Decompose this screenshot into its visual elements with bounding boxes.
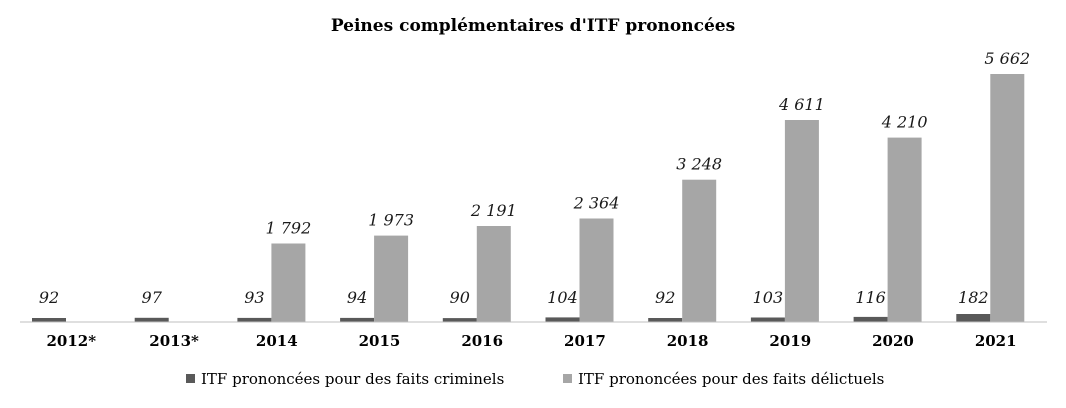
legend-swatch-criminels <box>186 374 195 383</box>
legend-swatch-delictuels <box>563 374 572 383</box>
bar-delictuels-2016 <box>476 226 511 322</box>
bar-criminels-2016 <box>442 318 477 322</box>
x-tick-label-2020: 2020 <box>872 332 914 350</box>
bar-criminels-2017 <box>545 317 580 322</box>
legend-label-criminels: ITF prononcées pour des faits criminels <box>201 370 504 388</box>
data-label-criminels-2017: 104 <box>547 288 578 307</box>
x-tick-label-2017: 2017 <box>564 332 606 350</box>
data-label-delictuels-2017: 2 364 <box>573 194 620 213</box>
x-axis-tick-labels: 2012* 2013* 2014 2015 2016 2017 2018 2019 2020 20… <box>47 332 1017 350</box>
data-label-delictuels-2020: 4 210 <box>881 113 928 132</box>
bar-criminels-2021 <box>956 314 991 322</box>
data-label-criminels-2019: 103 <box>753 288 784 307</box>
data-label-criminels-2016: 90 <box>450 288 470 307</box>
data-labels-group: 92 97 93 1 792 94 1 973 90 2 191 104 2 364 92 3 248… <box>39 49 1030 307</box>
data-label-criminels-2018: 92 <box>655 288 675 307</box>
bar-delictuels-2015 <box>374 235 409 322</box>
data-label-criminels-2013*: 97 <box>142 288 163 307</box>
bar-delictuels-2014 <box>271 243 306 322</box>
chart-title: Peines complémentaires d'ITF prononcées <box>331 16 735 36</box>
x-tick-label-2013*: 2013* <box>149 332 199 350</box>
data-label-criminels-2015: 94 <box>347 288 367 307</box>
bar-criminels-2018 <box>648 318 683 322</box>
bar-delictuels-2020 <box>887 137 922 322</box>
bar-delictuels-2019 <box>784 120 819 322</box>
legend: ITF prononcées pour des faits criminels I… <box>186 370 884 388</box>
data-label-delictuels-2016: 2 191 <box>470 201 517 220</box>
bar-criminels-2020 <box>853 316 888 322</box>
data-label-delictuels-2018: 3 248 <box>676 155 722 174</box>
data-label-delictuels-2014: 1 792 <box>265 219 311 238</box>
x-tick-label-2019: 2019 <box>769 332 811 350</box>
x-tick-label-2014: 2014 <box>256 332 298 350</box>
bar-criminels-2012* <box>32 318 66 322</box>
data-label-delictuels-2021: 5 662 <box>984 49 1030 68</box>
bar-delictuels-2021 <box>990 74 1025 322</box>
bars-group <box>32 74 1025 322</box>
x-tick-label-2021: 2021 <box>975 332 1017 350</box>
data-label-criminels-2014: 93 <box>244 288 264 307</box>
data-label-delictuels-2015: 1 973 <box>368 211 414 230</box>
legend-label-delictuels: ITF prononcées pour des faits délictuels <box>578 370 884 388</box>
bar-criminels-2013* <box>134 317 169 322</box>
bar-delictuels-2018 <box>682 179 717 322</box>
bar-delictuels-2017 <box>579 218 614 322</box>
bar-criminels-2014 <box>237 317 272 322</box>
data-label-criminels-2012*: 92 <box>39 288 59 307</box>
x-tick-label-2015: 2015 <box>359 332 401 350</box>
x-tick-label-2012*: 2012* <box>47 332 97 350</box>
data-label-delictuels-2019: 4 611 <box>778 95 825 114</box>
x-tick-label-2018: 2018 <box>667 332 709 350</box>
data-label-criminels-2021: 182 <box>958 288 989 307</box>
bar-criminels-2015 <box>340 317 375 322</box>
data-label-criminels-2020: 116 <box>855 288 886 307</box>
x-tick-label-2016: 2016 <box>461 332 503 350</box>
bar-criminels-2019 <box>750 317 785 322</box>
